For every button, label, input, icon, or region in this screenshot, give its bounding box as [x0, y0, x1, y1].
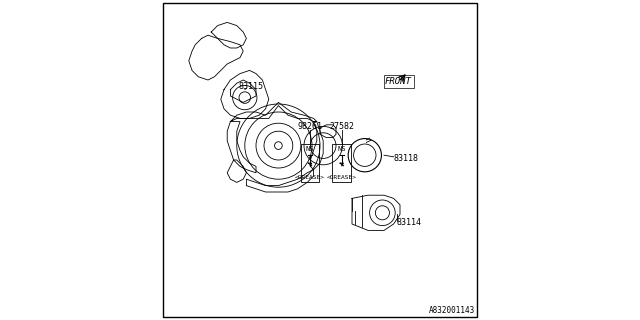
Text: 83118: 83118: [394, 154, 419, 163]
Text: NS: NS: [337, 146, 346, 152]
Text: <GREASE>: <GREASE>: [327, 175, 356, 180]
Text: <GREASE>: <GREASE>: [295, 175, 325, 180]
Text: NS: NS: [306, 146, 314, 152]
Text: 83114: 83114: [397, 218, 422, 227]
Text: FRONT: FRONT: [385, 77, 412, 86]
Text: 98261: 98261: [297, 122, 323, 131]
Text: 83115: 83115: [239, 82, 264, 91]
Text: 27582: 27582: [329, 122, 355, 131]
Text: A832001143: A832001143: [429, 306, 475, 315]
